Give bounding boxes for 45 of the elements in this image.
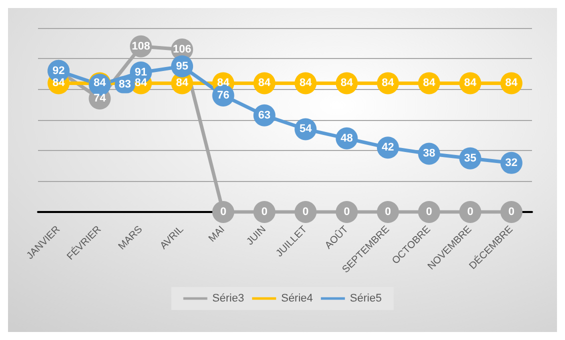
data-label: 84 bbox=[94, 77, 107, 90]
data-label: 106 bbox=[172, 43, 192, 56]
point bbox=[418, 201, 440, 223]
point bbox=[336, 201, 358, 223]
point bbox=[459, 201, 482, 223]
point bbox=[212, 201, 234, 223]
data-label: 92 bbox=[52, 64, 65, 77]
data-label: 84 bbox=[176, 77, 190, 90]
data-label: 84 bbox=[382, 77, 395, 90]
data-label: 0 bbox=[220, 206, 226, 218]
legend-label: Série3 bbox=[212, 292, 244, 304]
data-label: 38 bbox=[422, 148, 436, 160]
data-label: 83 bbox=[118, 78, 131, 91]
data-label: 84 bbox=[505, 77, 518, 90]
legend-label: Série4 bbox=[281, 292, 313, 304]
data-label: 84 bbox=[299, 77, 313, 90]
data-label: 0 bbox=[344, 206, 350, 218]
data-label: 0 bbox=[508, 206, 514, 218]
data-label: 35 bbox=[464, 152, 476, 164]
data-label: 84 bbox=[464, 77, 478, 90]
data-label: 108 bbox=[132, 40, 150, 52]
data-label: 76 bbox=[217, 89, 230, 102]
data-label: 0 bbox=[426, 206, 432, 218]
data-label: 0 bbox=[261, 206, 268, 218]
data-label: 63 bbox=[258, 109, 271, 122]
data-label: 91 bbox=[134, 66, 148, 78]
x-tick-label: MAI bbox=[206, 224, 228, 244]
data-label: 95 bbox=[176, 60, 188, 72]
legend-label: Série5 bbox=[350, 292, 382, 304]
data-label: 84 bbox=[52, 77, 66, 90]
data-label: 0 bbox=[384, 206, 391, 218]
data-label: 74 bbox=[94, 92, 107, 105]
data-label: 42 bbox=[382, 142, 394, 154]
data-label: 32 bbox=[505, 156, 518, 169]
point bbox=[376, 201, 399, 223]
point bbox=[500, 201, 522, 223]
point bbox=[253, 201, 276, 223]
data-label: 84 bbox=[422, 77, 436, 90]
data-label: 0 bbox=[467, 206, 474, 218]
data-label: 48 bbox=[340, 132, 353, 144]
data-label: 54 bbox=[299, 123, 313, 136]
data-label: 84 bbox=[340, 77, 354, 90]
point bbox=[294, 201, 317, 223]
data-label: 84 bbox=[258, 77, 272, 90]
data-label: 0 bbox=[302, 206, 309, 218]
